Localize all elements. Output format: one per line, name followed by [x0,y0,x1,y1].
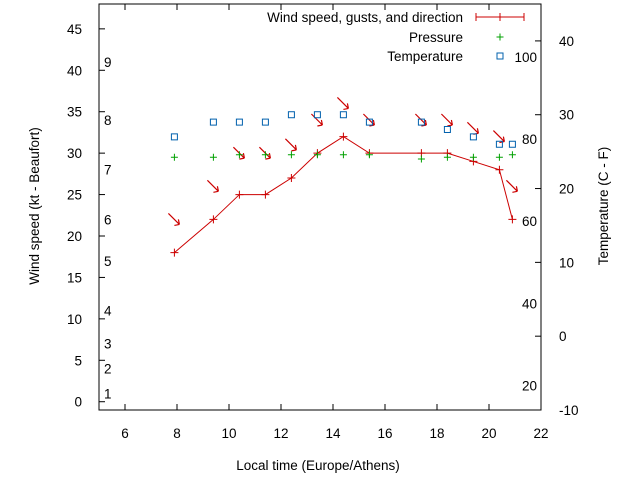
wind-direction-arrow [206,179,219,193]
pressure-point [313,151,321,159]
x-tick-label: 20 [481,426,496,441]
temperature-point [235,118,243,126]
y-axis-left-label: Wind speed (kt - Beaufort) [27,127,42,285]
temperature-point [417,118,425,126]
y-right-tick-label: 10 [559,255,574,270]
x-tick-label: 18 [429,426,444,441]
temperature-point [287,111,295,119]
pressure-point [365,151,373,159]
y-axis-right-label: Temperature (C - F) [596,147,611,266]
temperature-point [495,140,503,148]
x-tick-label: 6 [121,426,129,441]
x-axis-label: Local time (Europe/Athens) [236,458,400,473]
beaufort-label: 8 [104,113,112,128]
wind-speed-point [495,165,504,174]
wind-speed-point [508,215,517,224]
wind-speed-point [170,248,179,257]
wind-direction-arrow [336,97,349,111]
y-right-tick-label: -10 [559,403,579,418]
y-left-tick-label: 15 [67,270,82,285]
y-right-tick-label: 40 [559,34,574,49]
beaufort-label: 7 [104,163,112,178]
fahrenheit-label: 100 [514,50,537,65]
temperature-point [469,133,477,141]
pressure-point [235,151,243,159]
temperature-point [365,118,373,126]
legend-label: Temperature [387,49,463,64]
temperature-point [443,125,451,133]
beaufort-label: 3 [104,337,112,352]
beaufort-label: 2 [104,362,112,377]
y-right-tick-label: 30 [559,108,574,123]
legend-label: Pressure [409,30,463,45]
y-left-tick-label: 25 [67,188,82,203]
fahrenheit-label: 20 [522,379,537,394]
pressure-point [170,153,178,161]
temperature-point [261,118,269,126]
wind-speed-point [339,132,348,141]
y-left-tick-label: 30 [67,146,82,161]
pressure-point [443,153,451,161]
legend-label: Wind speed, gusts, and direction [267,10,463,25]
series-layer [167,97,518,257]
beaufort-label: 9 [104,55,112,70]
beaufort-label: 6 [104,212,112,227]
x-tick-label: 22 [533,426,548,441]
wind-direction-arrow [284,138,297,152]
legend-pressure-marker [496,33,504,41]
legend-wind-marker [496,13,504,21]
pressure-point [469,153,477,161]
x-tick-label: 16 [377,426,392,441]
wind-direction-arrow [167,213,180,227]
y-left-tick-label: 35 [67,105,82,120]
temperature-point [339,111,347,119]
wind-speed-point [261,190,270,199]
plot-frame-layer [98,3,542,411]
pressure-point [209,153,217,161]
fahrenheit-label: 60 [522,214,537,229]
temperature-point [209,118,217,126]
temperature-point [170,133,178,141]
wind-speed-point [235,190,244,199]
wind-direction-arrow [505,179,518,193]
plot-border [98,3,542,411]
y-left-tick-label: 40 [67,63,82,78]
temperature-point [508,140,516,148]
y-left-tick-label: 45 [67,22,82,37]
legend-temperature-marker [496,52,504,60]
wind-direction-arrow [310,113,323,127]
beaufort-label: 5 [104,254,112,269]
x-tick-label: 8 [173,426,181,441]
x-tick-label: 14 [325,426,341,441]
pressure-point [287,151,295,159]
y-left-tick-label: 20 [67,229,82,244]
wind-speed-point [209,215,218,224]
fahrenheit-label: 80 [522,132,537,147]
y-left-tick-label: 10 [67,312,82,327]
y-left-tick-label: 0 [74,395,82,410]
pressure-point [508,151,516,159]
ticks-layer: 6 8 10 12 14 16 18 20 22051015202530354045-10010… [67,4,579,441]
y-left-tick-label: 5 [74,353,82,368]
y-right-tick-label: 0 [559,329,567,344]
x-tick-label: 12 [273,426,288,441]
wind-direction-arrow [440,113,453,127]
wind-direction-arrow [466,121,479,135]
pressure-point [417,155,425,163]
pressure-point [261,151,269,159]
wind-speed-point [287,174,296,182]
temperature-point [313,111,321,119]
legend: Wind speed, gusts, and direction Pressure… [267,10,525,64]
x-tick-label: 10 [221,426,236,441]
fahrenheit-label: 40 [522,297,537,312]
pressure-point [339,151,347,159]
beaufort-label: 1 [104,386,112,401]
pressure-point [495,153,503,161]
beaufort-label: 4 [104,304,112,319]
y-right-tick-label: 20 [559,182,574,197]
